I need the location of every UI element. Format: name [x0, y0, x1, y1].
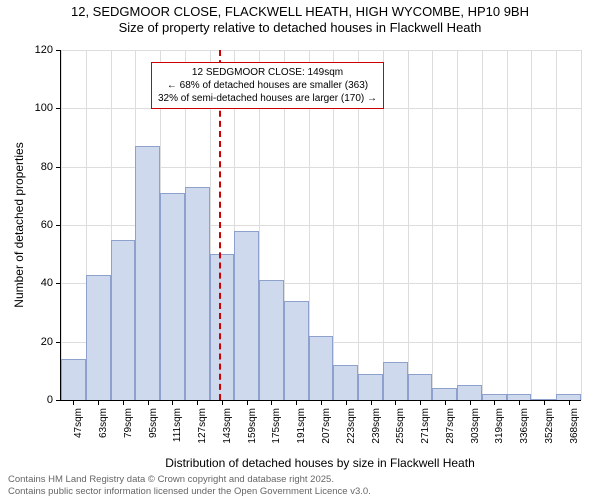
histogram-bar	[234, 231, 259, 400]
x-tick-label: 271sqm	[420, 408, 431, 458]
title-block: 12, SEDGMOOR CLOSE, FLACKWELL HEATH, HIG…	[0, 0, 600, 37]
gridline-v	[61, 50, 62, 400]
x-tick-label: 63sqm	[98, 408, 109, 458]
x-tick	[395, 400, 396, 405]
gridline-v	[507, 50, 508, 400]
footer-line-1: Contains HM Land Registry data © Crown c…	[8, 474, 371, 486]
y-tick-label: 0	[23, 394, 53, 406]
x-tick-label: 239sqm	[371, 408, 382, 458]
gridline-v	[408, 50, 409, 400]
histogram-bar	[111, 240, 136, 400]
x-tick	[148, 400, 149, 405]
histogram-bar	[457, 385, 482, 400]
gridline-v	[432, 50, 433, 400]
chart-container: 12, SEDGMOOR CLOSE, FLACKWELL HEATH, HIG…	[0, 0, 600, 500]
x-axis-label: Distribution of detached houses by size …	[60, 456, 580, 470]
x-tick	[247, 400, 248, 405]
x-tick-label: 47sqm	[73, 408, 84, 458]
x-tick	[321, 400, 322, 405]
x-tick-label: 255sqm	[395, 408, 406, 458]
histogram-bar	[309, 336, 334, 400]
gridline-v	[556, 50, 557, 400]
y-tick-label: 80	[23, 161, 53, 173]
x-tick-label: 143sqm	[222, 408, 233, 458]
x-tick	[569, 400, 570, 405]
x-tick-label: 111sqm	[172, 408, 183, 458]
x-tick-label: 127sqm	[197, 408, 208, 458]
histogram-bar	[333, 365, 358, 400]
x-tick	[222, 400, 223, 405]
annotation-box: 12 SEDGMOOR CLOSE: 149sqm← 68% of detach…	[151, 62, 384, 109]
x-tick	[271, 400, 272, 405]
x-tick-label: 175sqm	[271, 408, 282, 458]
x-tick	[98, 400, 99, 405]
y-tick-label: 60	[23, 219, 53, 231]
x-tick-label: 191sqm	[296, 408, 307, 458]
x-tick	[371, 400, 372, 405]
histogram-bar	[259, 280, 284, 400]
gridline-v	[457, 50, 458, 400]
histogram-bar	[185, 187, 210, 400]
x-tick-label: 319sqm	[494, 408, 505, 458]
histogram-bar	[408, 374, 433, 400]
y-tick-label: 40	[23, 277, 53, 289]
histogram-bar	[160, 193, 185, 400]
x-tick	[470, 400, 471, 405]
x-tick-label: 159sqm	[247, 408, 258, 458]
x-tick	[172, 400, 173, 405]
x-tick	[197, 400, 198, 405]
histogram-bar	[358, 374, 383, 400]
x-tick-label: 207sqm	[321, 408, 332, 458]
plot-region: 02040608010012047sqm63sqm79sqm95sqm111sq…	[60, 50, 581, 401]
y-tick-label: 120	[23, 44, 53, 56]
x-tick-label: 336sqm	[519, 408, 530, 458]
x-tick	[123, 400, 124, 405]
histogram-bar	[135, 146, 160, 400]
footer-attribution: Contains HM Land Registry data © Crown c…	[8, 474, 371, 498]
histogram-bar	[432, 388, 457, 400]
x-tick	[544, 400, 545, 405]
histogram-bar	[86, 275, 111, 400]
x-tick-label: 287sqm	[445, 408, 456, 458]
gridline-h	[61, 50, 581, 51]
x-tick-label: 368sqm	[569, 408, 580, 458]
x-tick	[494, 400, 495, 405]
x-tick-label: 223sqm	[346, 408, 357, 458]
chart-area: 02040608010012047sqm63sqm79sqm95sqm111sq…	[60, 50, 580, 400]
gridline-v	[581, 50, 582, 400]
title-line-1: 12, SEDGMOOR CLOSE, FLACKWELL HEATH, HIG…	[0, 4, 600, 20]
histogram-bar	[284, 301, 309, 400]
x-tick-label: 352sqm	[544, 408, 555, 458]
x-tick	[296, 400, 297, 405]
histogram-bar	[210, 254, 235, 400]
x-tick	[73, 400, 74, 405]
x-tick-label: 95sqm	[148, 408, 159, 458]
annotation-line: 12 SEDGMOOR CLOSE: 149sqm	[158, 66, 377, 79]
histogram-bar	[61, 359, 86, 400]
x-tick	[346, 400, 347, 405]
histogram-bar	[383, 362, 408, 400]
title-line-2: Size of property relative to detached ho…	[0, 20, 600, 36]
y-axis-label: Number of detached properties	[12, 50, 26, 400]
x-tick-label: 303sqm	[470, 408, 481, 458]
x-tick	[519, 400, 520, 405]
annotation-line: 32% of semi-detached houses are larger (…	[158, 92, 377, 105]
x-tick	[420, 400, 421, 405]
annotation-line: ← 68% of detached houses are smaller (36…	[158, 79, 377, 92]
footer-line-2: Contains public sector information licen…	[8, 486, 371, 498]
y-tick	[56, 400, 61, 401]
y-tick-label: 100	[23, 102, 53, 114]
y-tick-label: 20	[23, 336, 53, 348]
x-tick-label: 79sqm	[123, 408, 134, 458]
gridline-v	[482, 50, 483, 400]
x-tick	[445, 400, 446, 405]
gridline-v	[531, 50, 532, 400]
